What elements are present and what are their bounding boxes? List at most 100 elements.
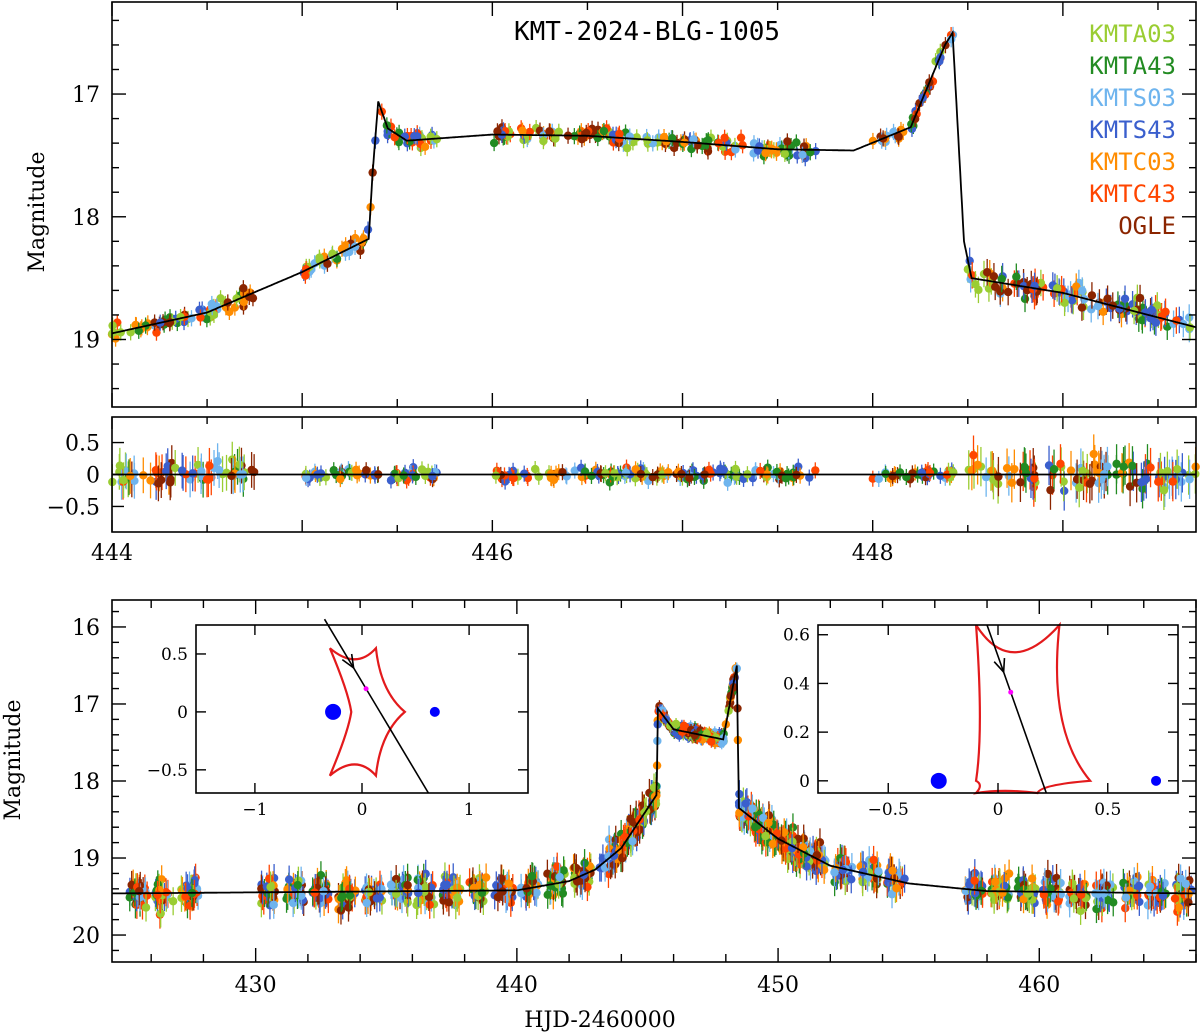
inset-background: [196, 625, 528, 793]
top-data-point: [1087, 291, 1097, 300]
bottom-y-tick-label: 20: [72, 924, 100, 949]
bottom-data-point: [293, 880, 302, 890]
residual-data-point: [197, 467, 206, 476]
residual-data-point: [1085, 479, 1095, 489]
top-data-point: [341, 241, 350, 250]
residual-data-point: [154, 479, 163, 488]
bottom-data-point: [269, 900, 278, 909]
residual-data-point: [1030, 474, 1039, 483]
residual-data-point: [361, 466, 371, 475]
bottom-y-axis-label: Magnitude: [1, 699, 26, 820]
top-data-point: [720, 133, 729, 142]
top-data-point: [1072, 282, 1081, 291]
residual-data-point: [530, 464, 540, 474]
companion-lens: [429, 706, 440, 717]
residual-data-point: [1016, 478, 1025, 487]
bottom-y-tick-label: 16: [72, 616, 100, 641]
residual-data-point: [1056, 459, 1065, 469]
bottom-data-point: [156, 909, 165, 918]
top-y-tick-label: 19: [72, 329, 100, 354]
bottom-data-point: [265, 874, 274, 883]
top-data-point: [1078, 286, 1087, 295]
residual-data-point: [811, 466, 820, 475]
bottom-data-point: [815, 838, 825, 847]
bottom-data-point: [449, 873, 458, 882]
residual-data-point: [1072, 475, 1082, 484]
bottom-data-point: [532, 888, 541, 897]
inset-x-tick-label: −1: [242, 800, 267, 820]
top-data-points: [107, 26, 1195, 347]
residual-data-point: [731, 464, 740, 474]
top-y-tick-label: 18: [72, 206, 100, 231]
bottom-data-point: [442, 880, 452, 890]
top-data-point: [1067, 296, 1077, 305]
bottom-data-point: [888, 866, 897, 875]
bottom-data-point: [453, 893, 462, 902]
bottom-x-tick-label: 460: [1018, 973, 1060, 998]
residual-data-point: [621, 468, 631, 477]
top-data-point: [209, 310, 219, 320]
residual-data-point: [1185, 475, 1194, 484]
top-data-point: [577, 134, 587, 144]
top-data-point: [195, 305, 204, 314]
residual-data-point: [1002, 463, 1012, 473]
bottom-data-point: [362, 898, 371, 908]
bottom-data-point: [1068, 879, 1077, 888]
source-marker: [1008, 689, 1014, 695]
residual-data-point: [1046, 485, 1055, 495]
residual-data-point: [1146, 463, 1155, 472]
top-data-point: [1020, 294, 1030, 304]
top-model-curve: [111, 29, 1197, 335]
bottom-x-tick-label: 440: [496, 973, 538, 998]
residual-data-point: [1168, 477, 1178, 486]
inset-x-tick-label: −0.5: [868, 800, 909, 820]
bottom-data-point: [391, 874, 401, 884]
inset-x-tick-label: 0: [357, 800, 368, 820]
top-data-point: [1120, 294, 1130, 303]
top-data-point: [196, 313, 205, 322]
inset-y-tick-label: −0.5: [147, 761, 188, 781]
residual-data-point: [805, 473, 814, 482]
top-data-point: [539, 136, 548, 146]
top-data-point: [780, 149, 790, 159]
bottom-data-point: [135, 893, 145, 902]
legend: KMTA03 KMTA43 KMTS03 KMTS43 KMTC03 KMTC43 OGLE: [1089, 20, 1176, 240]
bottom-data-point: [1181, 879, 1190, 889]
caustic-inset-right: −0.5 0 0.5 0.6 0.4 0.2 0: [783, 621, 1179, 820]
residual-data-point: [1021, 468, 1031, 478]
top-data-point: [350, 233, 360, 243]
top-data-point: [736, 133, 746, 142]
bottom-data-point: [970, 876, 979, 885]
inset-y-tick-label: 0: [799, 772, 810, 792]
residual-data-point: [1163, 467, 1172, 476]
bottom-data-point: [425, 900, 434, 909]
residual-data-point: [247, 465, 256, 475]
inset-y-tick-label: 0.6: [783, 626, 810, 646]
bottom-data-point: [1027, 874, 1037, 883]
top-data-point: [410, 131, 419, 141]
top-data-point: [323, 259, 332, 268]
top-data-point: [301, 271, 310, 280]
residual-data-point: [888, 471, 897, 481]
residual-data-point: [301, 473, 311, 483]
top-y-tick-label: 17: [72, 83, 100, 108]
top-data-point: [239, 297, 249, 307]
bottom-y-tick-label: 17: [72, 693, 100, 718]
inset-background: [818, 625, 1178, 793]
legend-entry: KMTC03: [1089, 148, 1176, 176]
bottom-data-point: [1099, 889, 1109, 898]
top-light-curve-panel: 17 18 19 KMT-2024-BLG-1005 Magnitude KMTA0…: [25, 1, 1197, 408]
bottom-data-point: [444, 898, 454, 907]
top-data-point: [767, 146, 776, 155]
bottom-data-point: [830, 868, 839, 877]
top-data-point: [1012, 272, 1021, 281]
inset-x-tick-label: 0: [993, 800, 1004, 820]
residual-data-point: [188, 469, 197, 478]
residual-data-point: [491, 471, 501, 480]
top-data-point: [593, 133, 603, 143]
top-data-point: [599, 126, 609, 136]
bottom-data-point: [493, 892, 503, 902]
residual-y-tick-label: 0: [86, 464, 100, 489]
residual-data-point: [1154, 477, 1163, 487]
bottom-data-point: [555, 872, 564, 882]
